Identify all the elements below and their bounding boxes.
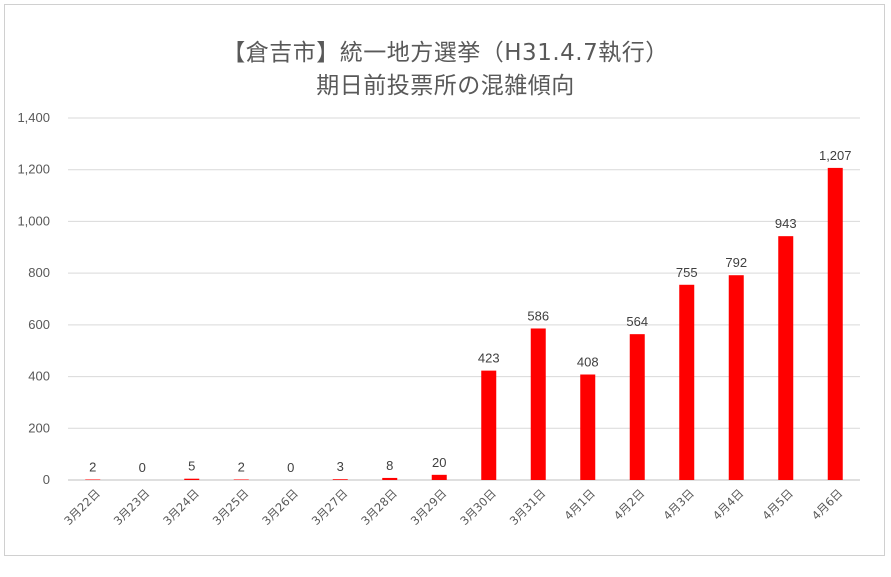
x-tick-label: 3月29日 xyxy=(408,486,450,528)
data-label: 943 xyxy=(775,216,797,231)
bar xyxy=(580,374,596,480)
bar xyxy=(679,284,695,480)
bar xyxy=(233,479,249,480)
x-tick-label: 3月28日 xyxy=(358,486,400,528)
y-tick-label: 200 xyxy=(28,420,50,435)
bars xyxy=(85,167,843,480)
data-label: 0 xyxy=(287,460,294,475)
y-tick-label: 800 xyxy=(28,265,50,280)
data-label: 3 xyxy=(337,459,344,474)
bar xyxy=(629,334,645,480)
gridlines xyxy=(68,117,860,481)
bar xyxy=(481,370,497,480)
x-tick-label: 4月3日 xyxy=(660,486,697,523)
data-label: 2 xyxy=(89,459,96,474)
x-tick-label: 4月6日 xyxy=(809,486,846,523)
x-tick-label: 3月22日 xyxy=(61,486,103,528)
bar xyxy=(728,275,744,480)
bar xyxy=(85,479,101,480)
data-label: 755 xyxy=(676,265,698,280)
x-tick-label: 3月31日 xyxy=(507,486,549,528)
chart-title: 【倉吉市】統一地方選挙（H31.4.7執行） xyxy=(222,40,669,66)
y-tick-label: 400 xyxy=(28,369,50,384)
x-tick-label: 3月25日 xyxy=(210,486,252,528)
y-tick-label: 1,200 xyxy=(17,162,50,177)
data-label: 20 xyxy=(432,455,446,470)
bar xyxy=(184,478,200,480)
data-label: 5 xyxy=(188,459,195,474)
x-tick-label: 4月2日 xyxy=(611,486,648,523)
x-tick-label: 3月24日 xyxy=(160,486,202,528)
x-axis-labels: 3月22日 3月23日 3月24日 3月25日 3月26日 3月27日 3月28日 3月29日… xyxy=(61,486,845,528)
data-label: 586 xyxy=(527,308,549,323)
x-tick-label: 3月30日 xyxy=(457,486,499,528)
y-tick-label: 1,000 xyxy=(17,213,50,228)
chart-subtitle: 期日前投票所の混雑傾向 xyxy=(316,73,575,99)
bar xyxy=(827,167,843,480)
y-axis-labels: 0 200 400 600 800 1,000 1,200 1,400 xyxy=(17,110,50,487)
bar xyxy=(778,236,794,480)
x-tick-label: 3月26日 xyxy=(259,486,301,528)
data-label: 0 xyxy=(139,460,146,475)
y-tick-label: 600 xyxy=(28,317,50,332)
bar xyxy=(431,474,447,480)
data-label: 8 xyxy=(386,458,393,473)
bar xyxy=(332,479,348,480)
x-tick-label: 3月27日 xyxy=(309,486,351,528)
data-label: 2 xyxy=(238,459,245,474)
y-tick-label: 0 xyxy=(43,472,50,487)
bar xyxy=(530,328,546,480)
data-label: 1,207 xyxy=(819,148,852,163)
data-label: 408 xyxy=(577,355,599,370)
data-label: 423 xyxy=(478,351,500,366)
x-tick-label: 4月4日 xyxy=(710,486,747,523)
x-tick-label: 4月1日 xyxy=(561,486,598,523)
y-tick-label: 1,400 xyxy=(17,110,50,125)
data-label: 564 xyxy=(626,314,648,329)
data-label: 792 xyxy=(725,255,747,270)
x-tick-label: 4月5日 xyxy=(759,486,796,523)
x-tick-label: 3月23日 xyxy=(111,486,153,528)
bar xyxy=(382,477,398,480)
